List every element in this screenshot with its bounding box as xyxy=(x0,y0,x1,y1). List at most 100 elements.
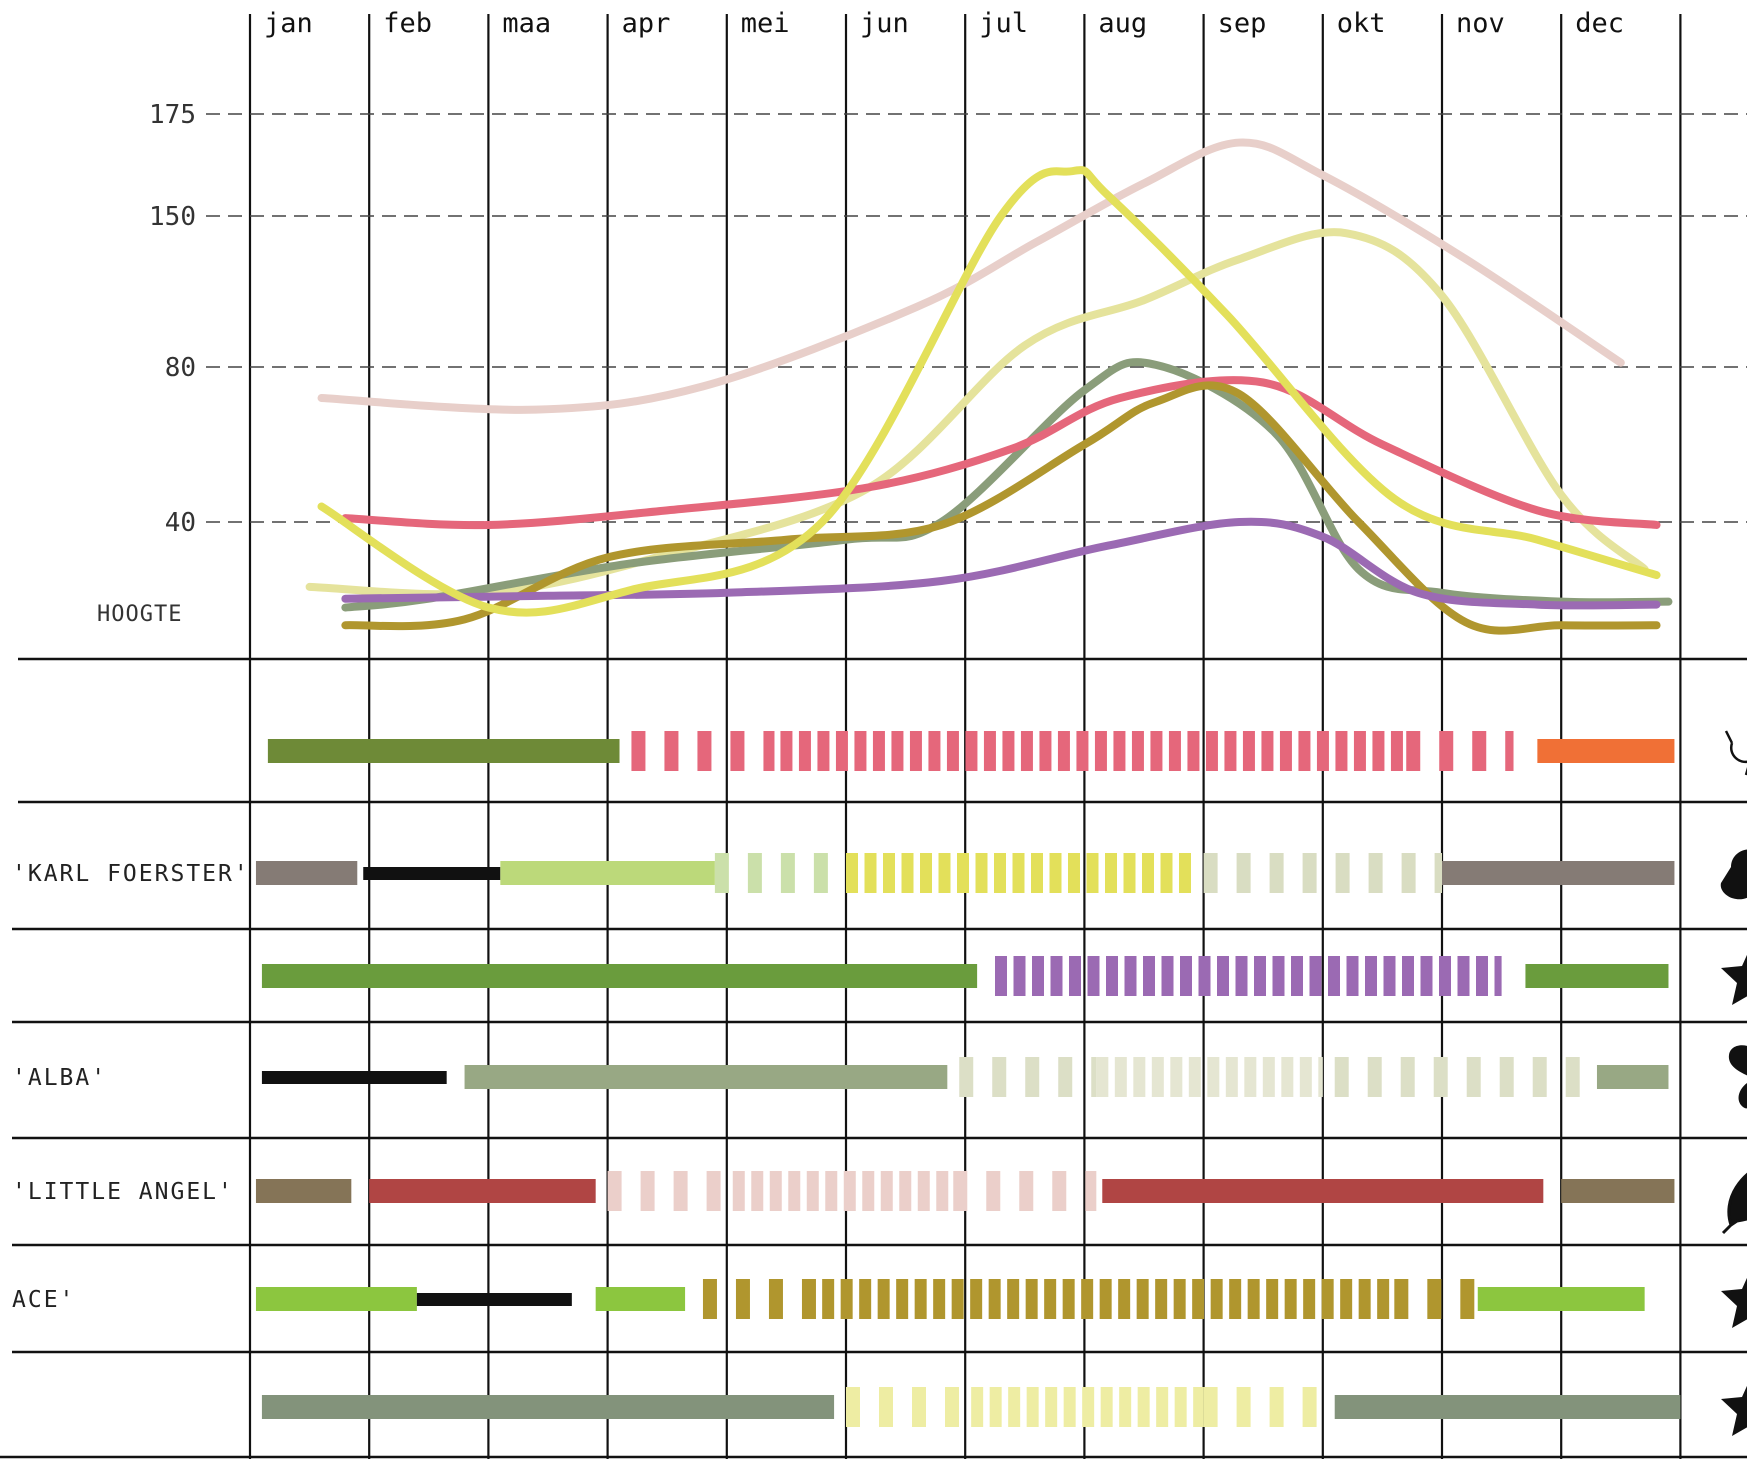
season-dash xyxy=(988,1279,1001,1319)
season-dash xyxy=(1532,1057,1547,1097)
season-dash xyxy=(1254,956,1266,996)
season-dash xyxy=(1020,731,1033,771)
season-dash xyxy=(1032,956,1044,996)
season-dash xyxy=(825,1171,838,1211)
season-dash xyxy=(1406,731,1421,771)
season-dash xyxy=(1086,853,1099,893)
season-dash xyxy=(1150,731,1163,771)
height-lines xyxy=(305,138,1673,635)
season-dash xyxy=(1142,853,1154,893)
season-dash xyxy=(1236,853,1251,893)
season-dash xyxy=(1044,1279,1057,1319)
season-dash xyxy=(1198,956,1211,996)
grid xyxy=(0,14,1747,1459)
season-dash xyxy=(1105,853,1117,893)
season-dash xyxy=(751,1171,764,1211)
season-bar xyxy=(1525,964,1669,988)
season-dash xyxy=(971,1387,984,1427)
season-rows xyxy=(255,731,1681,1427)
season-dash xyxy=(1334,1057,1349,1097)
season-bar xyxy=(595,1287,686,1311)
season-bar xyxy=(1102,1179,1544,1203)
season-dash xyxy=(945,1387,959,1427)
season-bar xyxy=(267,739,620,763)
season-dash xyxy=(1052,1171,1067,1211)
season-dash xyxy=(914,1279,927,1319)
season-dash xyxy=(1335,853,1350,893)
season-dash xyxy=(714,853,729,893)
season-dash xyxy=(872,731,885,771)
season-dash xyxy=(1170,1057,1183,1097)
season-dash xyxy=(1057,731,1070,771)
season-dash xyxy=(1460,1279,1475,1319)
season-dash xyxy=(1168,731,1181,771)
butterfly-shape xyxy=(1728,1045,1747,1109)
season-dash xyxy=(1400,1057,1415,1097)
season-dash xyxy=(1279,731,1292,771)
season-bar xyxy=(369,1179,596,1203)
month-label: aug xyxy=(1098,8,1147,39)
season-dash xyxy=(1156,1387,1169,1427)
season-dash xyxy=(1303,1279,1316,1319)
row-icons xyxy=(1720,730,1747,1436)
season-bar xyxy=(255,1287,417,1311)
season-dash xyxy=(1099,1279,1112,1319)
season-dash xyxy=(1291,956,1303,996)
season-bar xyxy=(464,1065,948,1089)
season-dash xyxy=(1476,956,1488,996)
height-line-3 xyxy=(341,358,1673,612)
season-dash xyxy=(768,1279,783,1319)
season-dash xyxy=(1161,956,1174,996)
season-dash xyxy=(1236,1387,1251,1427)
season-dash xyxy=(607,1171,622,1211)
season-dash xyxy=(880,1171,893,1211)
month-label: sep xyxy=(1218,8,1267,39)
season-dash xyxy=(1210,1279,1223,1319)
season-dash xyxy=(1346,956,1359,996)
season-dash xyxy=(1302,1387,1317,1427)
season-dash xyxy=(1050,956,1063,996)
season-dash xyxy=(747,853,762,893)
season-dash xyxy=(1100,1387,1113,1427)
season-dash xyxy=(1049,853,1062,893)
star-icon xyxy=(1721,954,1747,1005)
month-label: maa xyxy=(502,8,551,39)
star-shape xyxy=(1721,954,1747,1005)
season-dash xyxy=(1377,1279,1390,1319)
season-dash xyxy=(1262,1057,1275,1097)
season-dash xyxy=(1058,1057,1073,1097)
season-dash xyxy=(1013,956,1026,996)
season-bar xyxy=(1334,1395,1681,1419)
season-dash xyxy=(1008,1387,1021,1427)
season-dash xyxy=(813,853,828,893)
season-dash xyxy=(664,731,679,771)
season-dash xyxy=(1131,731,1144,771)
y-tick-label: 175 xyxy=(149,100,196,130)
height-line-4 xyxy=(341,376,1661,530)
season-dash xyxy=(1173,1279,1186,1319)
season-dash xyxy=(936,1171,949,1211)
season-dash xyxy=(1434,853,1442,893)
season-bar xyxy=(1442,861,1675,885)
season-dash xyxy=(1007,1279,1020,1319)
season-dash xyxy=(1031,853,1043,893)
season-dash xyxy=(1203,853,1218,893)
season-dash xyxy=(846,1387,860,1427)
season-dash xyxy=(1353,731,1366,771)
height-line-7 xyxy=(317,166,1661,617)
hummingbird-icon xyxy=(1724,730,1747,776)
season-bar xyxy=(255,861,358,885)
season-dash xyxy=(1203,1387,1218,1427)
y-tick-label: 150 xyxy=(149,202,196,232)
season-dash xyxy=(994,853,1006,893)
star-icon xyxy=(1721,1385,1747,1436)
month-label: jul xyxy=(979,8,1028,39)
bird-shape xyxy=(1720,849,1747,900)
season-dash xyxy=(1085,1171,1097,1211)
season-dash xyxy=(953,1171,968,1211)
season-dash xyxy=(730,731,745,771)
season-dash xyxy=(1272,956,1285,996)
season-dash xyxy=(970,1279,983,1319)
season-dash xyxy=(1207,1057,1220,1097)
